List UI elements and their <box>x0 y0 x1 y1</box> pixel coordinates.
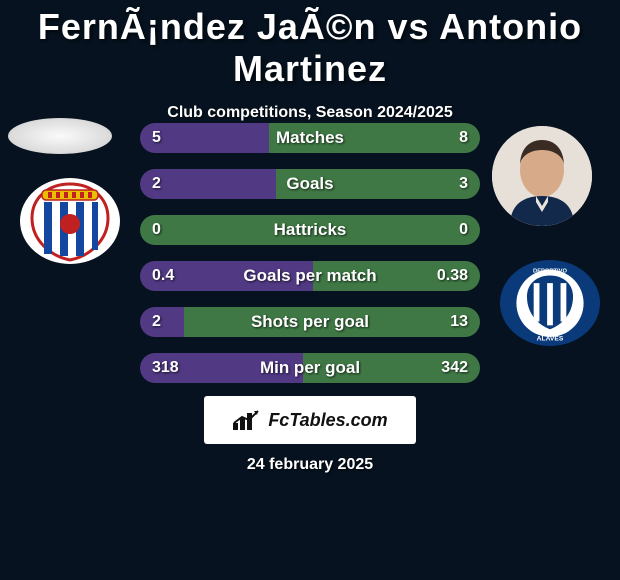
stat-value-right: 3 <box>459 175 468 193</box>
stat-value-right: 8 <box>459 129 468 147</box>
stat-value-right: 13 <box>450 313 468 331</box>
brand-text: FcTables.com <box>268 410 387 431</box>
date-line: 24 february 2025 <box>0 456 620 474</box>
stat-value-left: 2 <box>152 175 161 193</box>
stat-row: 0.40.38Goals per match <box>0 253 620 299</box>
stat-value-right: 0 <box>459 221 468 239</box>
stat-value-left: 5 <box>152 129 161 147</box>
stat-value-left: 2 <box>152 313 161 331</box>
stat-bar-right <box>269 123 480 153</box>
stats-chart: 58Matches23Goals00Hattricks0.40.38Goals … <box>0 115 620 391</box>
stat-value-left: 318 <box>152 359 179 377</box>
stat-value-right: 0.38 <box>437 267 468 285</box>
stat-bar-left <box>140 307 184 337</box>
stat-row: 23Goals <box>0 161 620 207</box>
stat-bar-right <box>276 169 480 199</box>
stat-bar-track <box>140 123 480 153</box>
stat-bar-right <box>140 215 480 245</box>
stat-bar-track <box>140 215 480 245</box>
stat-bar-track <box>140 261 480 291</box>
stat-row: 318342Min per goal <box>0 345 620 391</box>
stat-bar-track <box>140 353 480 383</box>
stat-bar-track <box>140 307 480 337</box>
stat-value-right: 342 <box>441 359 468 377</box>
stat-row: 58Matches <box>0 115 620 161</box>
stat-bar-right <box>184 307 480 337</box>
stat-bar-track <box>140 169 480 199</box>
brand-box: FcTables.com <box>204 396 416 444</box>
page-title: FernÃ¡ndez JaÃ©n vs Antonio Martinez <box>0 0 620 90</box>
stat-row: 00Hattricks <box>0 207 620 253</box>
stat-row: 213Shots per goal <box>0 299 620 345</box>
stat-value-left: 0 <box>152 221 161 239</box>
fctables-logo-icon <box>232 409 262 431</box>
stat-value-left: 0.4 <box>152 267 174 285</box>
